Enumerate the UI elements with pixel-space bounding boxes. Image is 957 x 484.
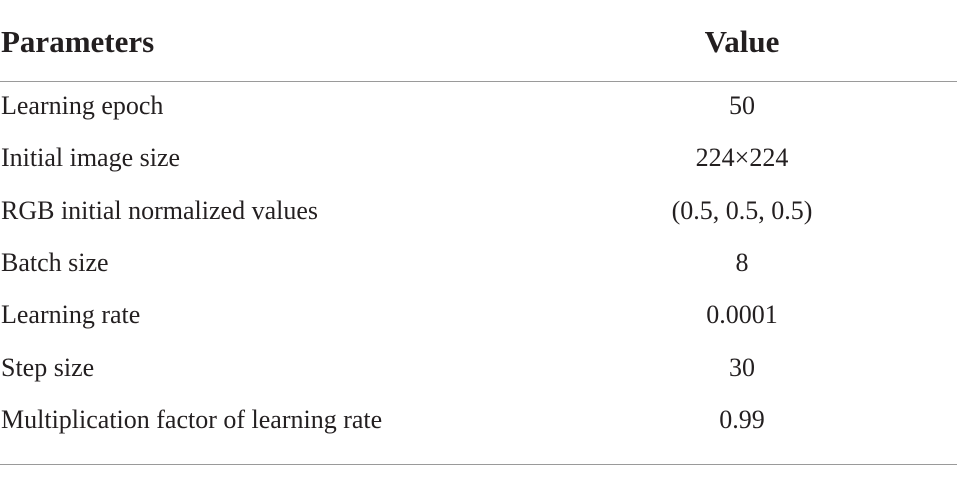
value-cell: 224×224: [695, 143, 789, 173]
bottom-rule: [0, 464, 957, 465]
value-cell: 8: [735, 247, 749, 277]
value-cell: 50: [729, 91, 755, 120]
parameter-cell: Step size: [1, 352, 95, 382]
parameter-cell: Learning rate: [1, 300, 141, 330]
header-cell: Value: [704, 24, 780, 59]
parameter-cell: Learning epoch: [1, 91, 164, 120]
value-cell: 0.0001: [706, 300, 778, 330]
parameter-cell: RGB initial normalized values: [1, 195, 318, 225]
parameter-cell: Initial image size: [1, 143, 181, 173]
parameter-cell: Batch size: [1, 247, 109, 277]
header-rule: [0, 81, 957, 82]
parameter-cell: Multiplication factor of learning rate: [1, 404, 383, 434]
value-cell: (0.5, 0.5, 0.5): [671, 195, 813, 225]
value-cell: 30: [729, 352, 755, 382]
header-cell: Parameters: [1, 24, 155, 59]
value-cell: 0.99: [719, 404, 765, 434]
